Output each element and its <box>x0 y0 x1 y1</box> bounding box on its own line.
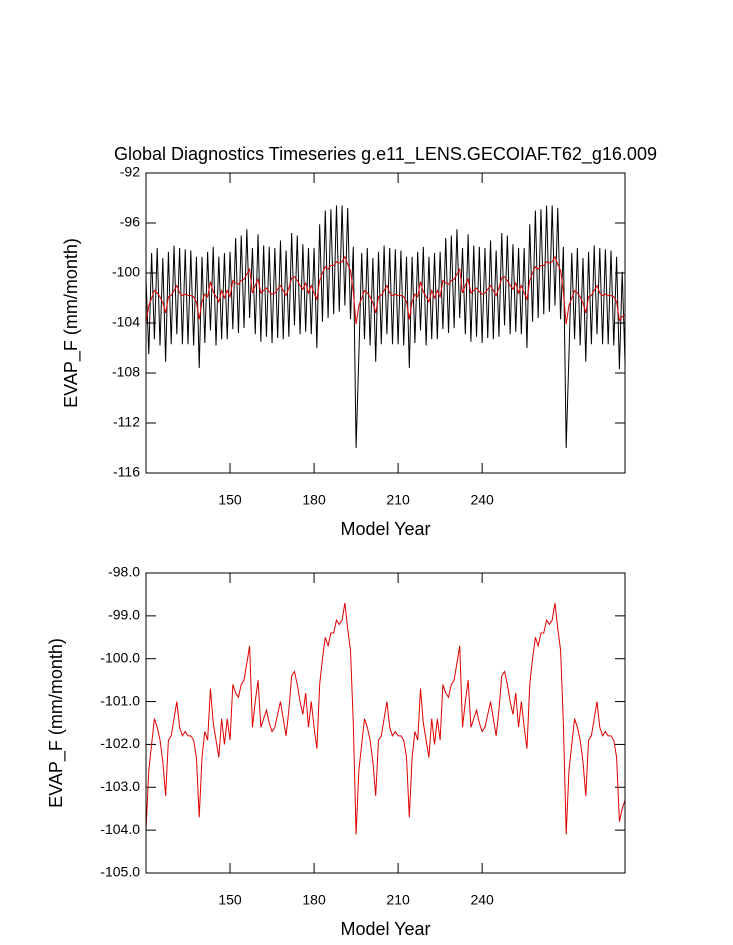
x-tick-label: 240 <box>470 492 494 508</box>
x-tick-label: 150 <box>218 892 242 908</box>
y-tick-label: -99.0 <box>108 607 140 623</box>
data-line <box>146 205 625 449</box>
x-tick-label: 210 <box>386 492 410 508</box>
y-tick-label: -102.0 <box>100 735 140 751</box>
y-tick-label: -112 <box>113 414 140 430</box>
y-tick-label: -116 <box>113 464 140 480</box>
y-tick-label: -101.0 <box>100 692 140 708</box>
plot-panel: Global Diagnostics Timeseries g.e11_LENS… <box>61 144 657 539</box>
plot-panel: Model Year EVAP_F (mm/month) -105.0 -104.0 -… <box>46 564 626 939</box>
x-axis-label: Model Year <box>340 519 430 539</box>
x-tick-label: 180 <box>302 492 326 508</box>
y-tick-label: -98.0 <box>108 564 140 580</box>
x-tick-label: 150 <box>218 492 242 508</box>
y-tick-label: -92 <box>120 164 140 180</box>
y-tick-label: -105.0 <box>100 864 140 880</box>
y-tick-label: -104.0 <box>100 821 140 837</box>
x-tick-label: 240 <box>470 892 494 908</box>
x-tick-label: 210 <box>386 892 410 908</box>
y-tick-label: -104 <box>112 314 140 330</box>
y-tick-label: -103.0 <box>100 778 140 794</box>
y-tick-label: -100.0 <box>100 649 140 665</box>
plot-frame <box>145 172 626 474</box>
plot-frame <box>145 572 626 874</box>
y-tick-label: -108 <box>112 364 140 380</box>
data-line <box>146 602 625 835</box>
y-tick-label: -100 <box>112 264 140 280</box>
y-axis-label: EVAP_F (mm/month) <box>46 638 67 808</box>
y-axis-label: EVAP_F (mm/month) <box>61 238 82 408</box>
data-line <box>146 255 625 325</box>
chart-title: Global Diagnostics Timeseries g.e11_LENS… <box>114 144 657 165</box>
y-tick-label: -96 <box>120 214 140 230</box>
x-tick-label: 180 <box>302 892 326 908</box>
x-axis-label: Model Year <box>340 919 430 939</box>
